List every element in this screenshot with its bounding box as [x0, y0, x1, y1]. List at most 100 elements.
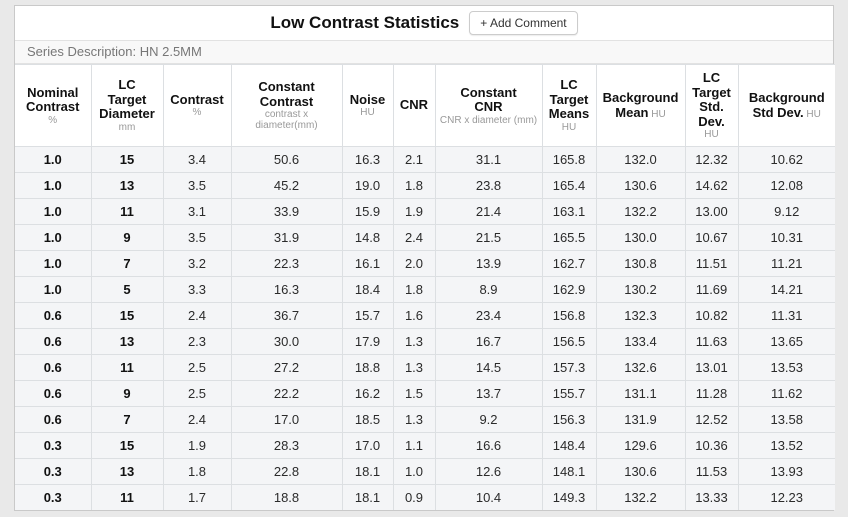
cell-constant-cnr: 21.5 [434, 224, 543, 252]
cell-contrast: 3.5 [162, 172, 232, 200]
cell-constant-contrast: 31.9 [230, 224, 343, 252]
cell-cnr: 2.4 [392, 224, 436, 252]
page-title: Low Contrast Statistics [270, 13, 460, 32]
cell-noise: 16.3 [341, 146, 394, 174]
cell-constant-contrast: 30.0 [230, 328, 343, 356]
cell-cnr: 1.8 [392, 276, 436, 304]
cell-background-mean: 132.3 [595, 302, 686, 330]
cell-noise: 14.8 [341, 224, 394, 252]
cell-background-mean: 132.2 [595, 484, 686, 511]
cell-contrast: 2.4 [162, 302, 232, 330]
cell-lc-target-means: 163.1 [541, 198, 597, 226]
cell-lc-target-means: 156.3 [541, 406, 597, 434]
cell-lc-target-means: 165.5 [541, 224, 597, 252]
cell-noise: 15.9 [341, 198, 394, 226]
cell-lc-target-std-dev: 12.52 [684, 406, 739, 434]
series-description: Series Description: HN 2.5MM [15, 41, 833, 64]
table-row: 0.3 15 1.9 28.3 17.0 1.1 16.6 148.4 129.6 10.36 13… [15, 432, 835, 460]
cell-constant-contrast: 22.3 [230, 250, 343, 278]
cell-noise: 18.5 [341, 406, 394, 434]
cell-constant-cnr: 31.1 [434, 146, 543, 174]
cell-constant-contrast: 45.2 [230, 172, 343, 200]
cell-background-std-dev: 11.31 [737, 302, 835, 330]
cell-nominal-contrast: 0.6 [15, 380, 92, 408]
cell-noise: 17.9 [341, 328, 394, 356]
cell-nominal-contrast: 1.0 [15, 146, 92, 174]
cell-lc-target-diameter: 13 [90, 328, 164, 356]
cell-contrast: 3.2 [162, 250, 232, 278]
column-unit-lc-target-std-dev: HU [704, 129, 719, 141]
cell-constant-cnr: 21.4 [434, 198, 543, 226]
table-row: 1.0 15 3.4 50.6 16.3 2.1 31.1 165.8 132.0 12.32 10… [15, 146, 835, 174]
cell-contrast: 2.4 [162, 406, 232, 434]
cell-lc-target-diameter: 9 [90, 224, 164, 252]
table-row: 0.3 11 1.7 18.8 18.1 0.9 10.4 149.3 132.2 13.33 12… [15, 484, 835, 511]
cell-lc-target-diameter: 5 [90, 276, 164, 304]
cell-lc-target-std-dev: 13.00 [684, 198, 739, 226]
cell-background-mean: 130.6 [595, 458, 686, 486]
cell-background-std-dev: 13.53 [737, 354, 835, 382]
cell-nominal-contrast: 0.6 [15, 354, 92, 382]
cell-nominal-contrast: 1.0 [15, 198, 92, 226]
cell-lc-target-means: 156.8 [541, 302, 597, 330]
cell-constant-cnr: 23.4 [434, 302, 543, 330]
table-row: 1.0 9 3.5 31.9 14.8 2.4 21.5 165.5 130.0 10.67 10.… [15, 224, 835, 252]
column-header-noise: Noise HU [341, 63, 394, 148]
cell-background-std-dev: 11.62 [737, 380, 835, 408]
cell-lc-target-diameter: 11 [90, 198, 164, 226]
table-row: 1.0 5 3.3 16.3 18.4 1.8 8.9 162.9 130.2 11.69 14.2… [15, 276, 835, 304]
cell-constant-contrast: 16.3 [230, 276, 343, 304]
cell-noise: 18.8 [341, 354, 394, 382]
cell-contrast: 2.5 [162, 380, 232, 408]
column-unit-contrast: % [192, 107, 202, 119]
cell-nominal-contrast: 1.0 [15, 276, 92, 304]
cell-contrast: 1.9 [162, 432, 232, 460]
cell-background-mean: 129.6 [595, 432, 686, 460]
table-row: 1.0 7 3.2 22.3 16.1 2.0 13.9 162.7 130.8 11.51 11.… [15, 250, 835, 278]
cell-background-mean: 132.0 [595, 146, 686, 174]
cell-lc-target-diameter: 11 [90, 484, 164, 511]
cell-background-mean: 130.0 [595, 224, 686, 252]
cell-background-std-dev: 13.93 [737, 458, 835, 486]
cell-noise: 19.0 [341, 172, 394, 200]
cell-constant-contrast: 33.9 [230, 198, 343, 226]
cell-noise: 18.4 [341, 276, 394, 304]
cell-constant-cnr: 23.8 [434, 172, 543, 200]
cell-background-mean: 131.9 [595, 406, 686, 434]
cell-constant-cnr: 8.9 [434, 276, 543, 304]
cell-background-mean: 130.6 [595, 172, 686, 200]
column-header-lc-target-std-dev: LC Target Std. Dev. HU [684, 63, 739, 148]
cell-lc-target-means: 162.7 [541, 250, 597, 278]
cell-cnr: 2.1 [392, 146, 436, 174]
column-unit-constant-cnr: CNR x diameter (mm) [439, 114, 538, 126]
column-unit-noise: HU [360, 107, 375, 119]
cell-cnr: 0.9 [392, 484, 436, 511]
cell-noise: 18.1 [341, 458, 394, 486]
cell-lc-target-diameter: 7 [90, 406, 164, 434]
cell-lc-target-diameter: 15 [90, 302, 164, 330]
cell-noise: 15.7 [341, 302, 394, 330]
cell-nominal-contrast: 1.0 [15, 250, 92, 278]
cell-background-mean: 133.4 [595, 328, 686, 356]
cell-lc-target-means: 149.3 [541, 484, 597, 511]
cell-constant-contrast: 17.0 [230, 406, 343, 434]
cell-background-std-dev: 13.65 [737, 328, 835, 356]
column-header-constant-contrast: Constant Contrast contrast x diameter(mm) [230, 63, 343, 148]
cell-lc-target-means: 148.4 [541, 432, 597, 460]
cell-background-std-dev: 12.08 [737, 172, 835, 200]
cell-constant-contrast: 50.6 [230, 146, 343, 174]
cell-constant-contrast: 22.2 [230, 380, 343, 408]
cell-constant-cnr: 9.2 [434, 406, 543, 434]
cell-cnr: 1.5 [392, 380, 436, 408]
cell-background-mean: 130.2 [595, 276, 686, 304]
cell-constant-cnr: 10.4 [434, 484, 543, 511]
cell-contrast: 2.3 [162, 328, 232, 356]
cell-contrast: 1.8 [162, 458, 232, 486]
cell-cnr: 1.8 [392, 172, 436, 200]
cell-background-std-dev: 10.62 [737, 146, 835, 174]
cell-nominal-contrast: 0.3 [15, 432, 92, 460]
cell-lc-target-diameter: 9 [90, 380, 164, 408]
cell-lc-target-std-dev: 10.67 [684, 224, 739, 252]
add-comment-button[interactable]: + Add Comment [469, 11, 578, 35]
cell-lc-target-means: 157.3 [541, 354, 597, 382]
